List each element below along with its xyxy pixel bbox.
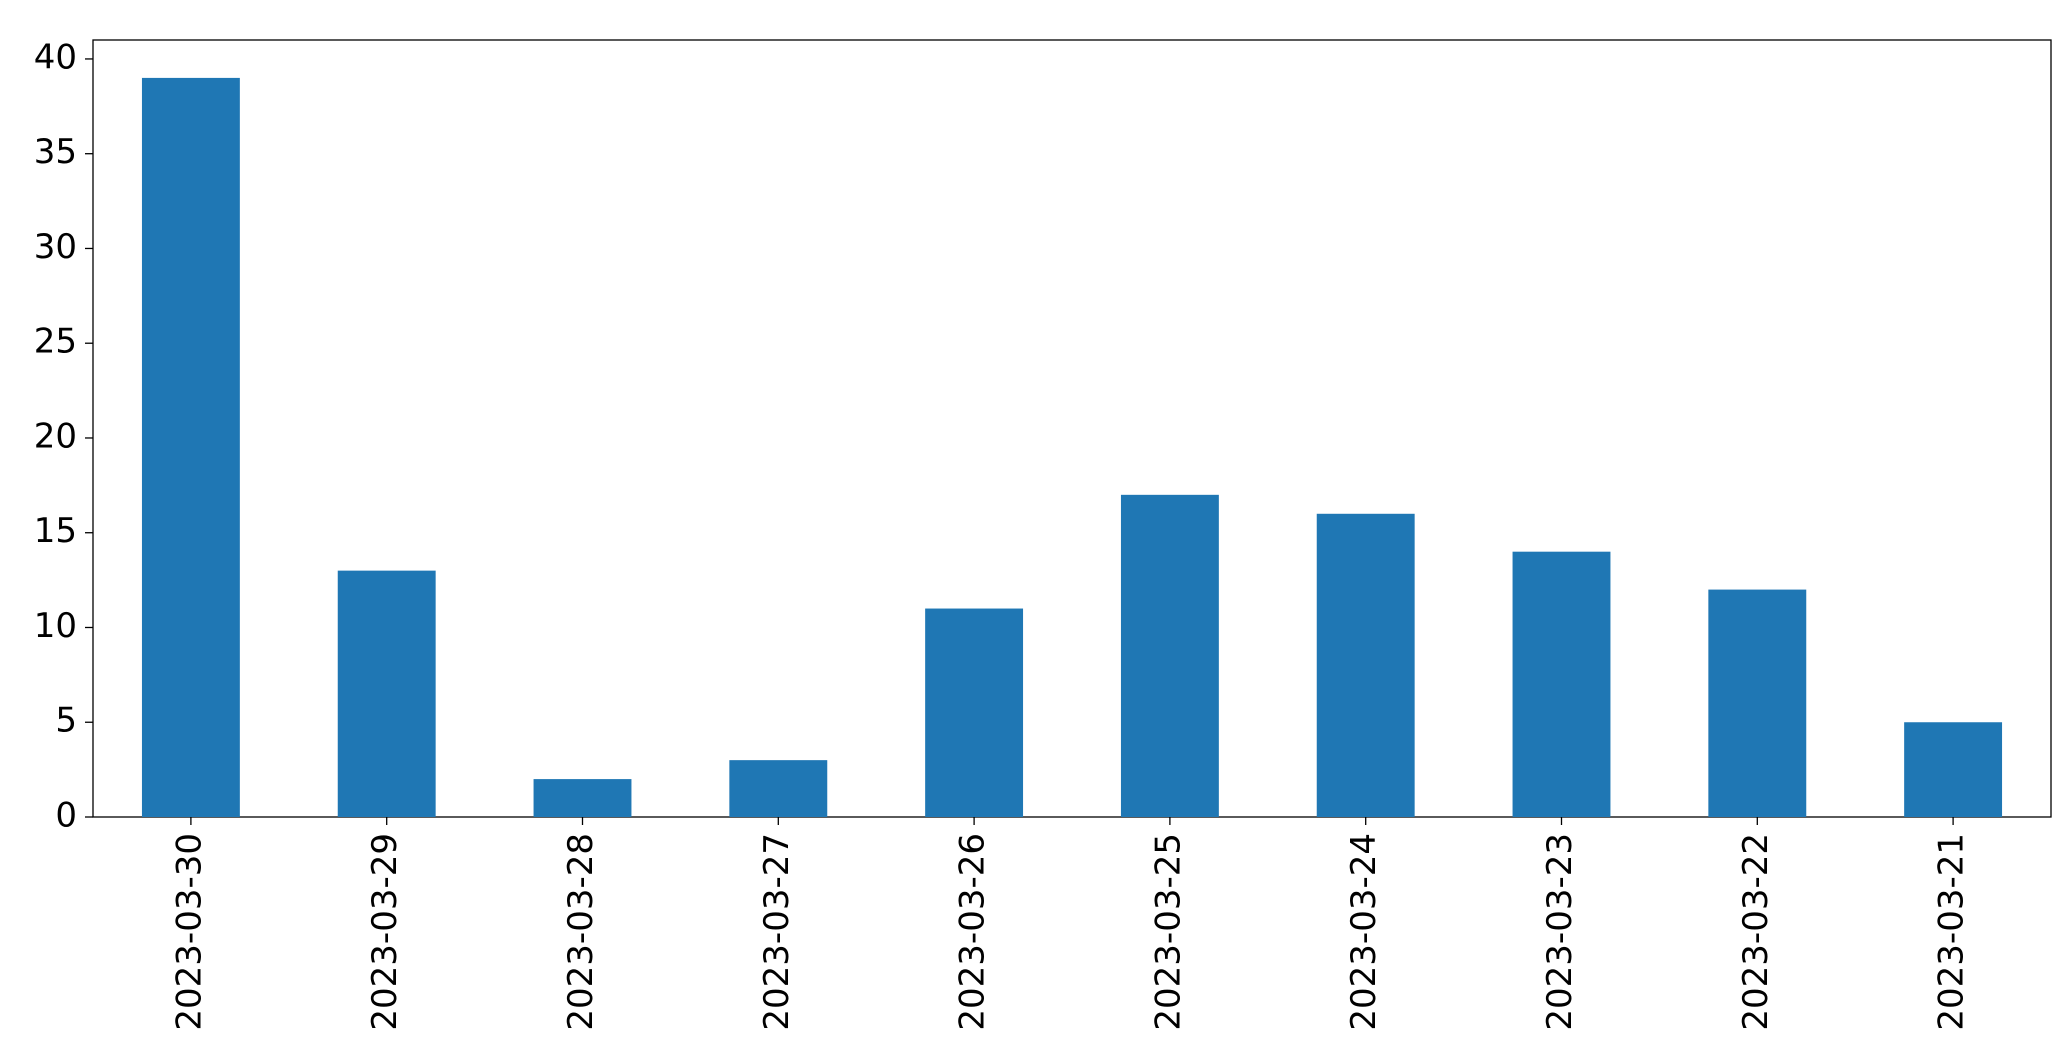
x-tick-label: 2023-03-30: [169, 833, 209, 1031]
y-tick-label: 0: [55, 796, 77, 836]
y-tick-label: 30: [34, 227, 77, 267]
y-tick-label: 10: [34, 606, 77, 646]
x-tick-label: 2023-03-21: [1932, 833, 1972, 1031]
y-tick-label: 20: [34, 416, 77, 456]
x-tick-label: 2023-03-27: [757, 833, 797, 1031]
x-tick-label: 2023-03-26: [953, 833, 993, 1031]
plot-frame: [92, 39, 2052, 818]
x-tick-label: 2023-03-23: [1540, 833, 1580, 1031]
y-tick-label: 25: [34, 322, 77, 362]
x-tick-label: 2023-03-28: [561, 833, 601, 1031]
y-tick-label: 40: [34, 37, 77, 77]
x-tick-label: 2023-03-29: [365, 833, 405, 1031]
x-tick-label: 2023-03-22: [1736, 833, 1776, 1031]
bar: [925, 608, 1024, 817]
bar: [729, 760, 828, 817]
y-tick-label: 35: [34, 132, 77, 172]
bar: [141, 77, 240, 817]
bar: [1904, 722, 2003, 817]
bar: [1316, 513, 1415, 817]
bar: [1708, 589, 1807, 817]
bar: [533, 779, 632, 817]
x-tick-label: 2023-03-25: [1148, 833, 1188, 1031]
y-tick-label: 15: [34, 511, 77, 551]
x-tick-label: 2023-03-24: [1344, 833, 1384, 1031]
y-tick-label: 5: [55, 701, 77, 741]
bar: [1512, 551, 1611, 817]
bar: [1120, 494, 1219, 817]
bar: [337, 570, 436, 817]
